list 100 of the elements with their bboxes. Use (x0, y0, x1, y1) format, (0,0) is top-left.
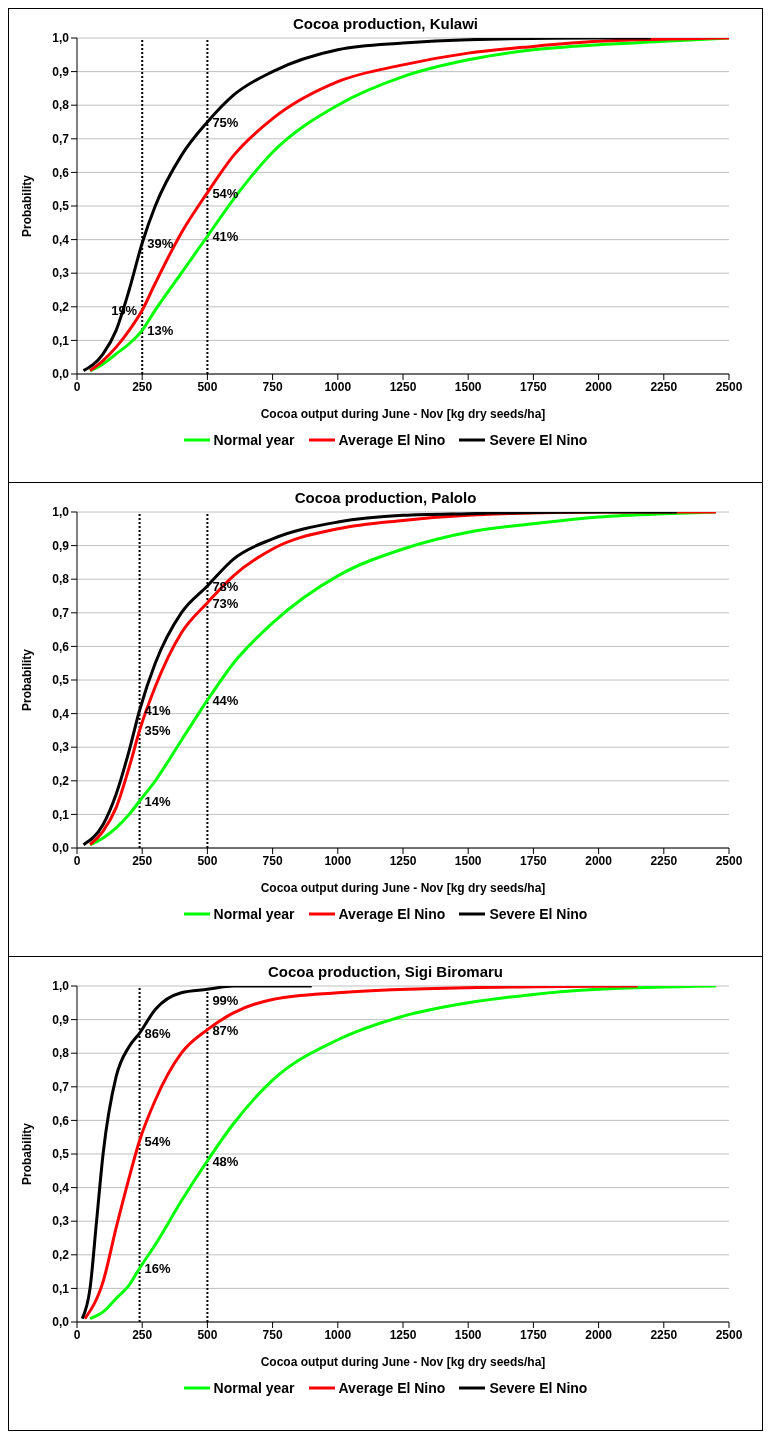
y-tick-label: 0,7 (52, 1080, 70, 1095)
y-tick-label: 0,4 (52, 1180, 70, 1195)
y-tick-label: 0,1 (52, 333, 70, 348)
x-tick-label: 2000 (585, 1327, 613, 1342)
annotation: 14% (144, 793, 172, 809)
y-tick-label: 0,6 (52, 165, 70, 180)
y-tick-label: 0,6 (52, 1113, 70, 1128)
y-tick-label: 0,5 (52, 1147, 70, 1162)
y-tick-label: 1,0 (52, 31, 70, 46)
chart-title: Cocoa production, Sigi Biromaru (267, 963, 504, 980)
x-tick-label: 500 (197, 379, 218, 394)
x-tick-label: 2250 (650, 379, 678, 394)
x-tick-label: 500 (197, 853, 218, 868)
annotation: 48% (212, 1153, 239, 1169)
y-tick-label: 0,8 (52, 98, 70, 113)
annotation: 75% (212, 115, 239, 130)
y-tick-label: 0,4 (52, 232, 70, 247)
x-tick-label: 1500 (454, 1327, 482, 1342)
y-axis-title: Probability (20, 648, 35, 712)
x-tick-label: 1750 (520, 379, 548, 394)
annotation: 54% (212, 185, 239, 201)
x-tick-label: 250 (132, 1327, 153, 1342)
legend-label: Severe El Nino (488, 906, 588, 922)
legend-label: Normal year (212, 1380, 295, 1396)
y-tick-label: 0,8 (52, 572, 70, 587)
annotation: 13% (147, 323, 174, 339)
y-tick-label: 0,1 (52, 1281, 70, 1296)
legend-label: Normal year (212, 432, 295, 448)
legend-label: Severe El Nino (488, 432, 588, 448)
x-tick-label: 1000 (324, 1327, 352, 1342)
x-tick-label: 0 (73, 853, 81, 868)
chart-title: Cocoa production, Kulawi (292, 15, 479, 32)
x-tick-label: 2000 (585, 853, 613, 868)
x-tick-label: 1750 (520, 1327, 548, 1342)
y-tick-label: 0,3 (52, 740, 70, 755)
y-tick-label: 0,8 (52, 1046, 70, 1061)
y-tick-label: 0,2 (52, 1248, 70, 1263)
annotation: 44% (212, 693, 239, 709)
x-tick-label: 2250 (650, 853, 678, 868)
chart-title: Cocoa production, Palolo (293, 489, 478, 506)
annotation: 86% (144, 1026, 172, 1042)
x-tick-label: 1000 (324, 379, 352, 394)
y-tick-label: 1,0 (52, 505, 70, 520)
x-tick-label: 1500 (454, 379, 482, 394)
x-tick-label: 1500 (454, 853, 482, 868)
annotation: 39% (147, 235, 174, 251)
annotation: 16% (144, 1261, 172, 1277)
y-tick-label: 0,1 (52, 807, 70, 822)
y-tick-label: 0,7 (52, 132, 70, 147)
y-tick-label: 0,9 (52, 64, 70, 79)
y-axis-title: Probability (20, 1122, 35, 1186)
y-tick-label: 0,5 (52, 673, 70, 688)
x-tick-label: 250 (132, 853, 153, 868)
y-tick-label: 0,9 (52, 1012, 70, 1027)
x-tick-label: 2500 (715, 1327, 743, 1342)
x-axis-title: Cocoa output during June - Nov [kg dry seeds/ha] (260, 407, 546, 421)
x-tick-label: 1000 (324, 853, 352, 868)
y-tick-label: 0,2 (52, 774, 70, 789)
legend-label: Severe El Nino (488, 1380, 588, 1396)
annotation: 73% (212, 595, 239, 611)
x-tick-label: 750 (262, 379, 283, 394)
y-tick-label: 0,4 (52, 706, 70, 721)
x-tick-label: 0 (73, 379, 81, 394)
y-tick-label: 0,0 (52, 367, 70, 382)
y-tick-label: 0,3 (52, 1214, 70, 1229)
y-tick-label: 1,0 (52, 979, 70, 994)
legend-label: Average El Nino (337, 432, 446, 448)
x-tick-label: 2500 (715, 379, 743, 394)
annotation: 87% (212, 1022, 239, 1038)
y-tick-label: 0,5 (52, 199, 70, 214)
legend-label: Average El Nino (337, 906, 446, 922)
x-tick-label: 2250 (650, 1327, 678, 1342)
y-tick-label: 0,6 (52, 639, 70, 654)
annotation: 41% (212, 229, 239, 245)
y-tick-label: 0,2 (52, 300, 70, 315)
x-tick-label: 1250 (389, 853, 417, 868)
x-tick-label: 0 (73, 1327, 81, 1342)
x-tick-label: 500 (197, 1327, 218, 1342)
x-tick-label: 750 (262, 853, 283, 868)
y-tick-label: 0,7 (52, 606, 70, 621)
line-series (80, 986, 314, 1321)
y-axis-title: Probability (20, 174, 35, 238)
annotation: 99% (212, 993, 239, 1009)
y-tick-label: 0,0 (52, 841, 70, 856)
y-tick-label: 0,0 (52, 1315, 70, 1330)
x-tick-label: 750 (262, 1327, 283, 1342)
legend-label: Average El Nino (337, 1380, 446, 1396)
x-axis-title: Cocoa output during June - Nov [kg dry seeds/ha] (260, 1355, 546, 1369)
annotation: 35% (144, 723, 172, 739)
x-tick-label: 1250 (389, 379, 417, 394)
x-tick-label: 2500 (715, 853, 743, 868)
y-tick-label: 0,9 (52, 538, 70, 553)
x-tick-label: 1750 (520, 853, 548, 868)
y-tick-label: 0,3 (52, 266, 70, 281)
x-tick-label: 250 (132, 379, 153, 394)
x-tick-label: 2000 (585, 379, 613, 394)
x-axis-title: Cocoa output during June - Nov [kg dry seeds/ha] (260, 881, 546, 895)
annotation: 54% (144, 1133, 172, 1149)
legend-label: Normal year (212, 906, 295, 922)
x-tick-label: 1250 (389, 1327, 417, 1342)
